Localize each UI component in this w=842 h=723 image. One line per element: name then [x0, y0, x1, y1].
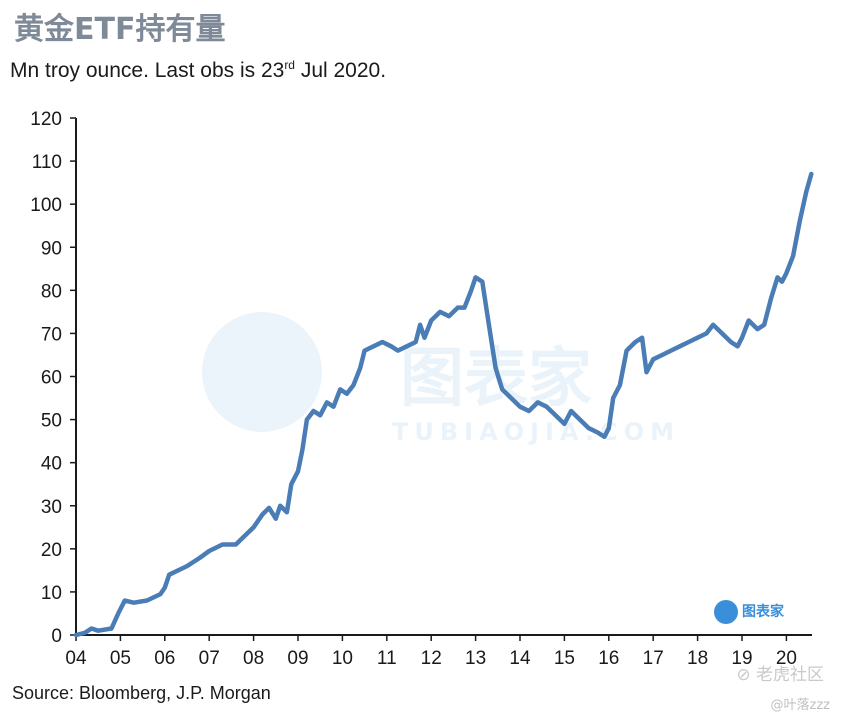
- x-tick-label: 05: [110, 648, 131, 669]
- y-tick-label: 70: [41, 324, 62, 345]
- x-tick-label: 08: [243, 648, 264, 669]
- chart-title: 黄金ETF持有量: [14, 12, 226, 47]
- x-tick-label: 16: [598, 648, 619, 669]
- y-tick-label: 100: [30, 195, 62, 216]
- watermark-subtext: TUBIAOJIA.COM: [392, 418, 680, 446]
- x-axis-ticks: 04 05 06 07 08 09 10 11 12 13 14 15 16 17 18 19 20: [65, 635, 797, 669]
- source-note: Source: Bloomberg, J.P. Morgan: [12, 683, 271, 703]
- y-tick-label: 90: [41, 238, 62, 259]
- x-tick-label: 17: [643, 648, 664, 669]
- y-tick-label: 0: [51, 626, 62, 647]
- y-tick-label: 20: [41, 540, 62, 561]
- y-tick-label: 40: [41, 454, 62, 475]
- x-tick-label: 13: [465, 648, 486, 669]
- y-tick-label: 50: [41, 411, 62, 432]
- x-tick-label: 12: [421, 648, 442, 669]
- center-watermark: 图表家 TUBIAOJIA.COM: [202, 312, 680, 446]
- subtitle-end: Jul 2020.: [294, 59, 387, 82]
- x-tick-label: 04: [65, 648, 87, 669]
- y-tick-label: 10: [41, 583, 62, 604]
- y-tick-label: 80: [41, 281, 62, 302]
- watermark-text: 图表家: [400, 342, 592, 416]
- subtitle-superscript: rd: [284, 58, 295, 72]
- x-tick-label: 18: [687, 648, 708, 669]
- x-tick-label: 20: [776, 648, 797, 669]
- y-tick-label: 110: [32, 152, 62, 173]
- chart-subtitle: Mn troy ounce. Last obs is 23rd Jul 2020…: [10, 58, 386, 83]
- y-tick-label: 30: [41, 497, 62, 518]
- x-tick-label: 10: [332, 648, 353, 669]
- x-tick-label: 19: [731, 648, 752, 669]
- series-group: [73, 171, 814, 638]
- community-watermark: ⊘ 老虎社区: [736, 665, 824, 685]
- subtitle-main: Mn troy ounce. Last obs is 23: [10, 59, 285, 82]
- y-tick-label: 120: [30, 109, 62, 130]
- y-axis-ticks: 0 10 20 30 40 50 60 70 80 90 100 110 120: [30, 109, 76, 647]
- logo-icon: [714, 600, 738, 624]
- x-tick-label: 14: [509, 648, 531, 669]
- watermark-logo-icon: [202, 312, 322, 432]
- x-tick-label: 09: [287, 648, 308, 669]
- x-tick-label: 06: [154, 648, 175, 669]
- x-tick-label: 15: [554, 648, 575, 669]
- y-tick-label: 60: [41, 368, 62, 389]
- logo-text: 图表家: [742, 604, 784, 620]
- user-watermark: @叶落zzz: [770, 698, 830, 713]
- series-line: [73, 171, 814, 638]
- x-tick-label: 11: [377, 648, 397, 669]
- brand-logo: 图表家: [714, 600, 784, 624]
- x-tick-label: 07: [199, 648, 220, 669]
